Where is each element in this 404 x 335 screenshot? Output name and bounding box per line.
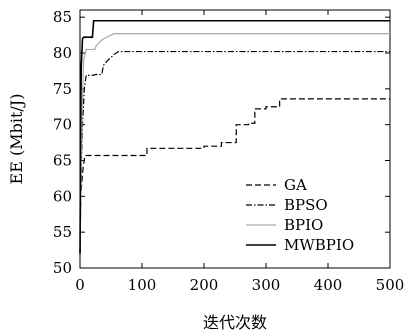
series-line-ga <box>79 98 390 254</box>
y-tick-label: 75 <box>53 80 72 98</box>
y-tick-label: 80 <box>53 44 72 62</box>
x-axis-ticks: 0 100 200 300 400 500 <box>75 10 404 294</box>
series-line-mwbpio <box>79 19 390 254</box>
series-line-bpso <box>79 50 390 254</box>
series-line-bpio <box>79 33 390 254</box>
legend-label-bpio: BPIO <box>284 216 323 234</box>
x-tick-label: 100 <box>128 276 157 294</box>
x-tick-label: 0 <box>75 276 85 294</box>
legend-label-bpso: BPSO <box>284 196 328 214</box>
legend-label-mwbpio: MWBPIO <box>284 236 354 254</box>
y-tick-label: 55 <box>53 223 72 241</box>
legend-label-ga: GA <box>284 176 307 194</box>
x-tick-label: 500 <box>376 276 404 294</box>
y-tick-label: 70 <box>53 116 72 134</box>
x-tick-label: 200 <box>190 276 219 294</box>
y-axis-label: EE (Mbit/J) <box>7 94 26 185</box>
x-axis-label: 迭代次数 <box>203 313 267 332</box>
legend: GA BPSO BPIO MWBPIO <box>246 176 354 254</box>
x-tick-label: 400 <box>314 276 343 294</box>
y-tick-label: 60 <box>53 187 72 205</box>
y-tick-label: 65 <box>53 152 72 170</box>
y-tick-label: 85 <box>53 8 72 26</box>
series-layer <box>79 19 390 254</box>
x-tick-label: 300 <box>252 276 281 294</box>
y-axis-ticks: 50 55 60 65 70 75 80 85 <box>53 8 390 277</box>
y-tick-label: 50 <box>53 259 72 277</box>
